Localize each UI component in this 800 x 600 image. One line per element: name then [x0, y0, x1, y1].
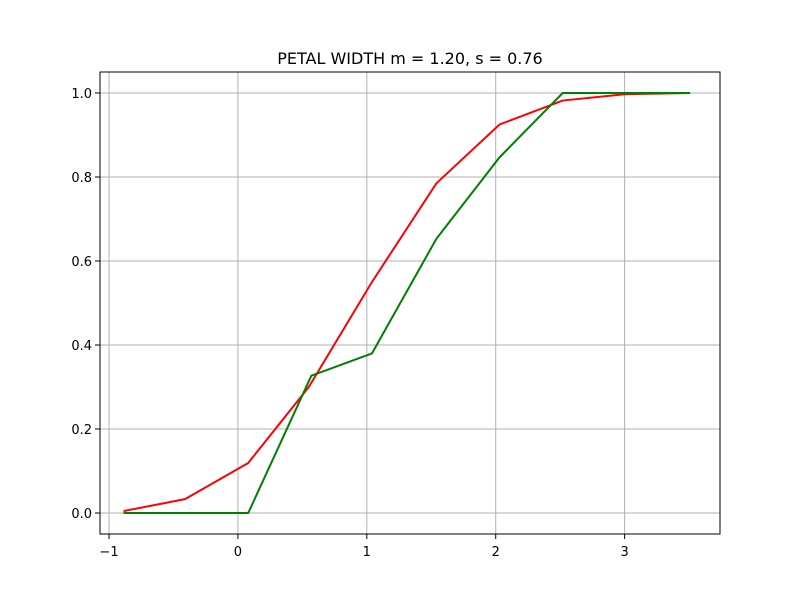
series-line-2	[123, 92, 691, 514]
x-tick-label: 3	[620, 545, 628, 560]
y-tick-label: 0.2	[71, 423, 92, 438]
y-tick-label: 0.0	[71, 507, 92, 522]
y-tick-label: 0.4	[71, 339, 92, 354]
series-layer	[123, 91, 691, 514]
x-tick-label: −1	[99, 545, 118, 560]
ticks: −1 0 1 2 3 0.0 0.2 0.4 0.6 0.8 1.0	[71, 87, 628, 560]
plot-frame	[99, 71, 721, 535]
y-tick-label: 0.8	[71, 171, 92, 186]
y-tick-label: 0.6	[71, 255, 92, 270]
y-tick-label: 1.0	[71, 87, 92, 102]
x-tick-label: 1	[363, 545, 371, 560]
x-tick-label: 0	[234, 545, 242, 560]
x-tick-label: 2	[492, 545, 500, 560]
chart-title: PETAL WIDTH m = 1.20, s = 0.76	[277, 49, 542, 68]
series-line-1	[123, 91, 691, 513]
